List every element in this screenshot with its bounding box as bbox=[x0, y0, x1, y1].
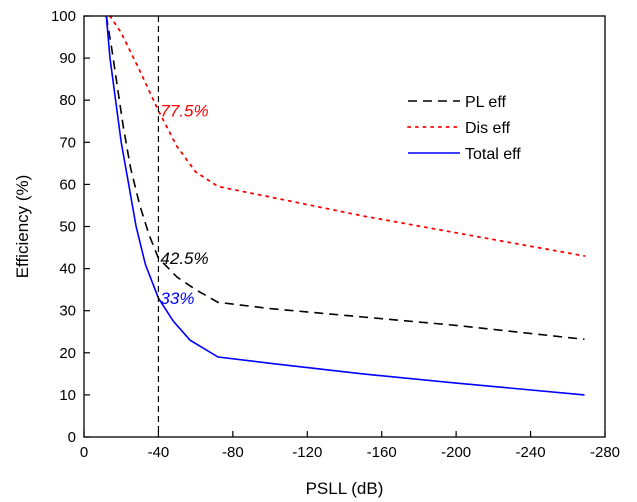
annotation-label: 33% bbox=[160, 289, 194, 308]
x-tick-label: -80 bbox=[222, 444, 244, 461]
y-tick-label: 90 bbox=[59, 50, 76, 67]
legend-label: PL eff bbox=[465, 94, 506, 111]
x-axis-title: PSLL (dB) bbox=[306, 479, 384, 498]
annotation-label: 77.5% bbox=[160, 102, 208, 121]
x-tick-label: -280 bbox=[590, 444, 620, 461]
y-tick-label: 40 bbox=[59, 261, 76, 278]
y-tick-label: 30 bbox=[59, 303, 76, 320]
x-tick-label: -120 bbox=[292, 444, 322, 461]
axis-ticks: 0 -40 -80 -120 -160 -200 -240 -280 0 10 20 30 40 50 60… bbox=[51, 8, 620, 461]
series-line-dis-eff bbox=[109, 15, 586, 257]
data-series bbox=[105, 15, 586, 396]
series-line-total-eff bbox=[105, 15, 585, 396]
annotations: 77.5% 42.5% 33% bbox=[160, 102, 208, 308]
legend-label: Dis eff bbox=[465, 120, 511, 137]
y-tick-label: 20 bbox=[59, 345, 76, 362]
y-tick-label: 100 bbox=[51, 8, 76, 25]
y-axis-title: Efficiency (%) bbox=[13, 175, 32, 279]
y-tick-label: 70 bbox=[59, 134, 76, 151]
x-tick-label: -200 bbox=[441, 444, 471, 461]
x-tick-label: -160 bbox=[367, 444, 397, 461]
legend: PL eff Dis eff Total eff bbox=[407, 94, 521, 163]
x-tick-label: 0 bbox=[80, 444, 88, 461]
annotation-label: 42.5% bbox=[160, 249, 208, 268]
y-tick-label: 50 bbox=[59, 219, 76, 236]
y-tick-label: 80 bbox=[59, 92, 76, 109]
plot-area-frame bbox=[83, 15, 606, 438]
x-tick-label: -240 bbox=[516, 444, 546, 461]
y-tick-label: 0 bbox=[68, 429, 76, 446]
legend-label: Total eff bbox=[465, 146, 521, 163]
x-tick-label: -40 bbox=[148, 444, 170, 461]
y-tick-label: 10 bbox=[59, 387, 76, 404]
y-tick-label: 60 bbox=[59, 176, 76, 193]
